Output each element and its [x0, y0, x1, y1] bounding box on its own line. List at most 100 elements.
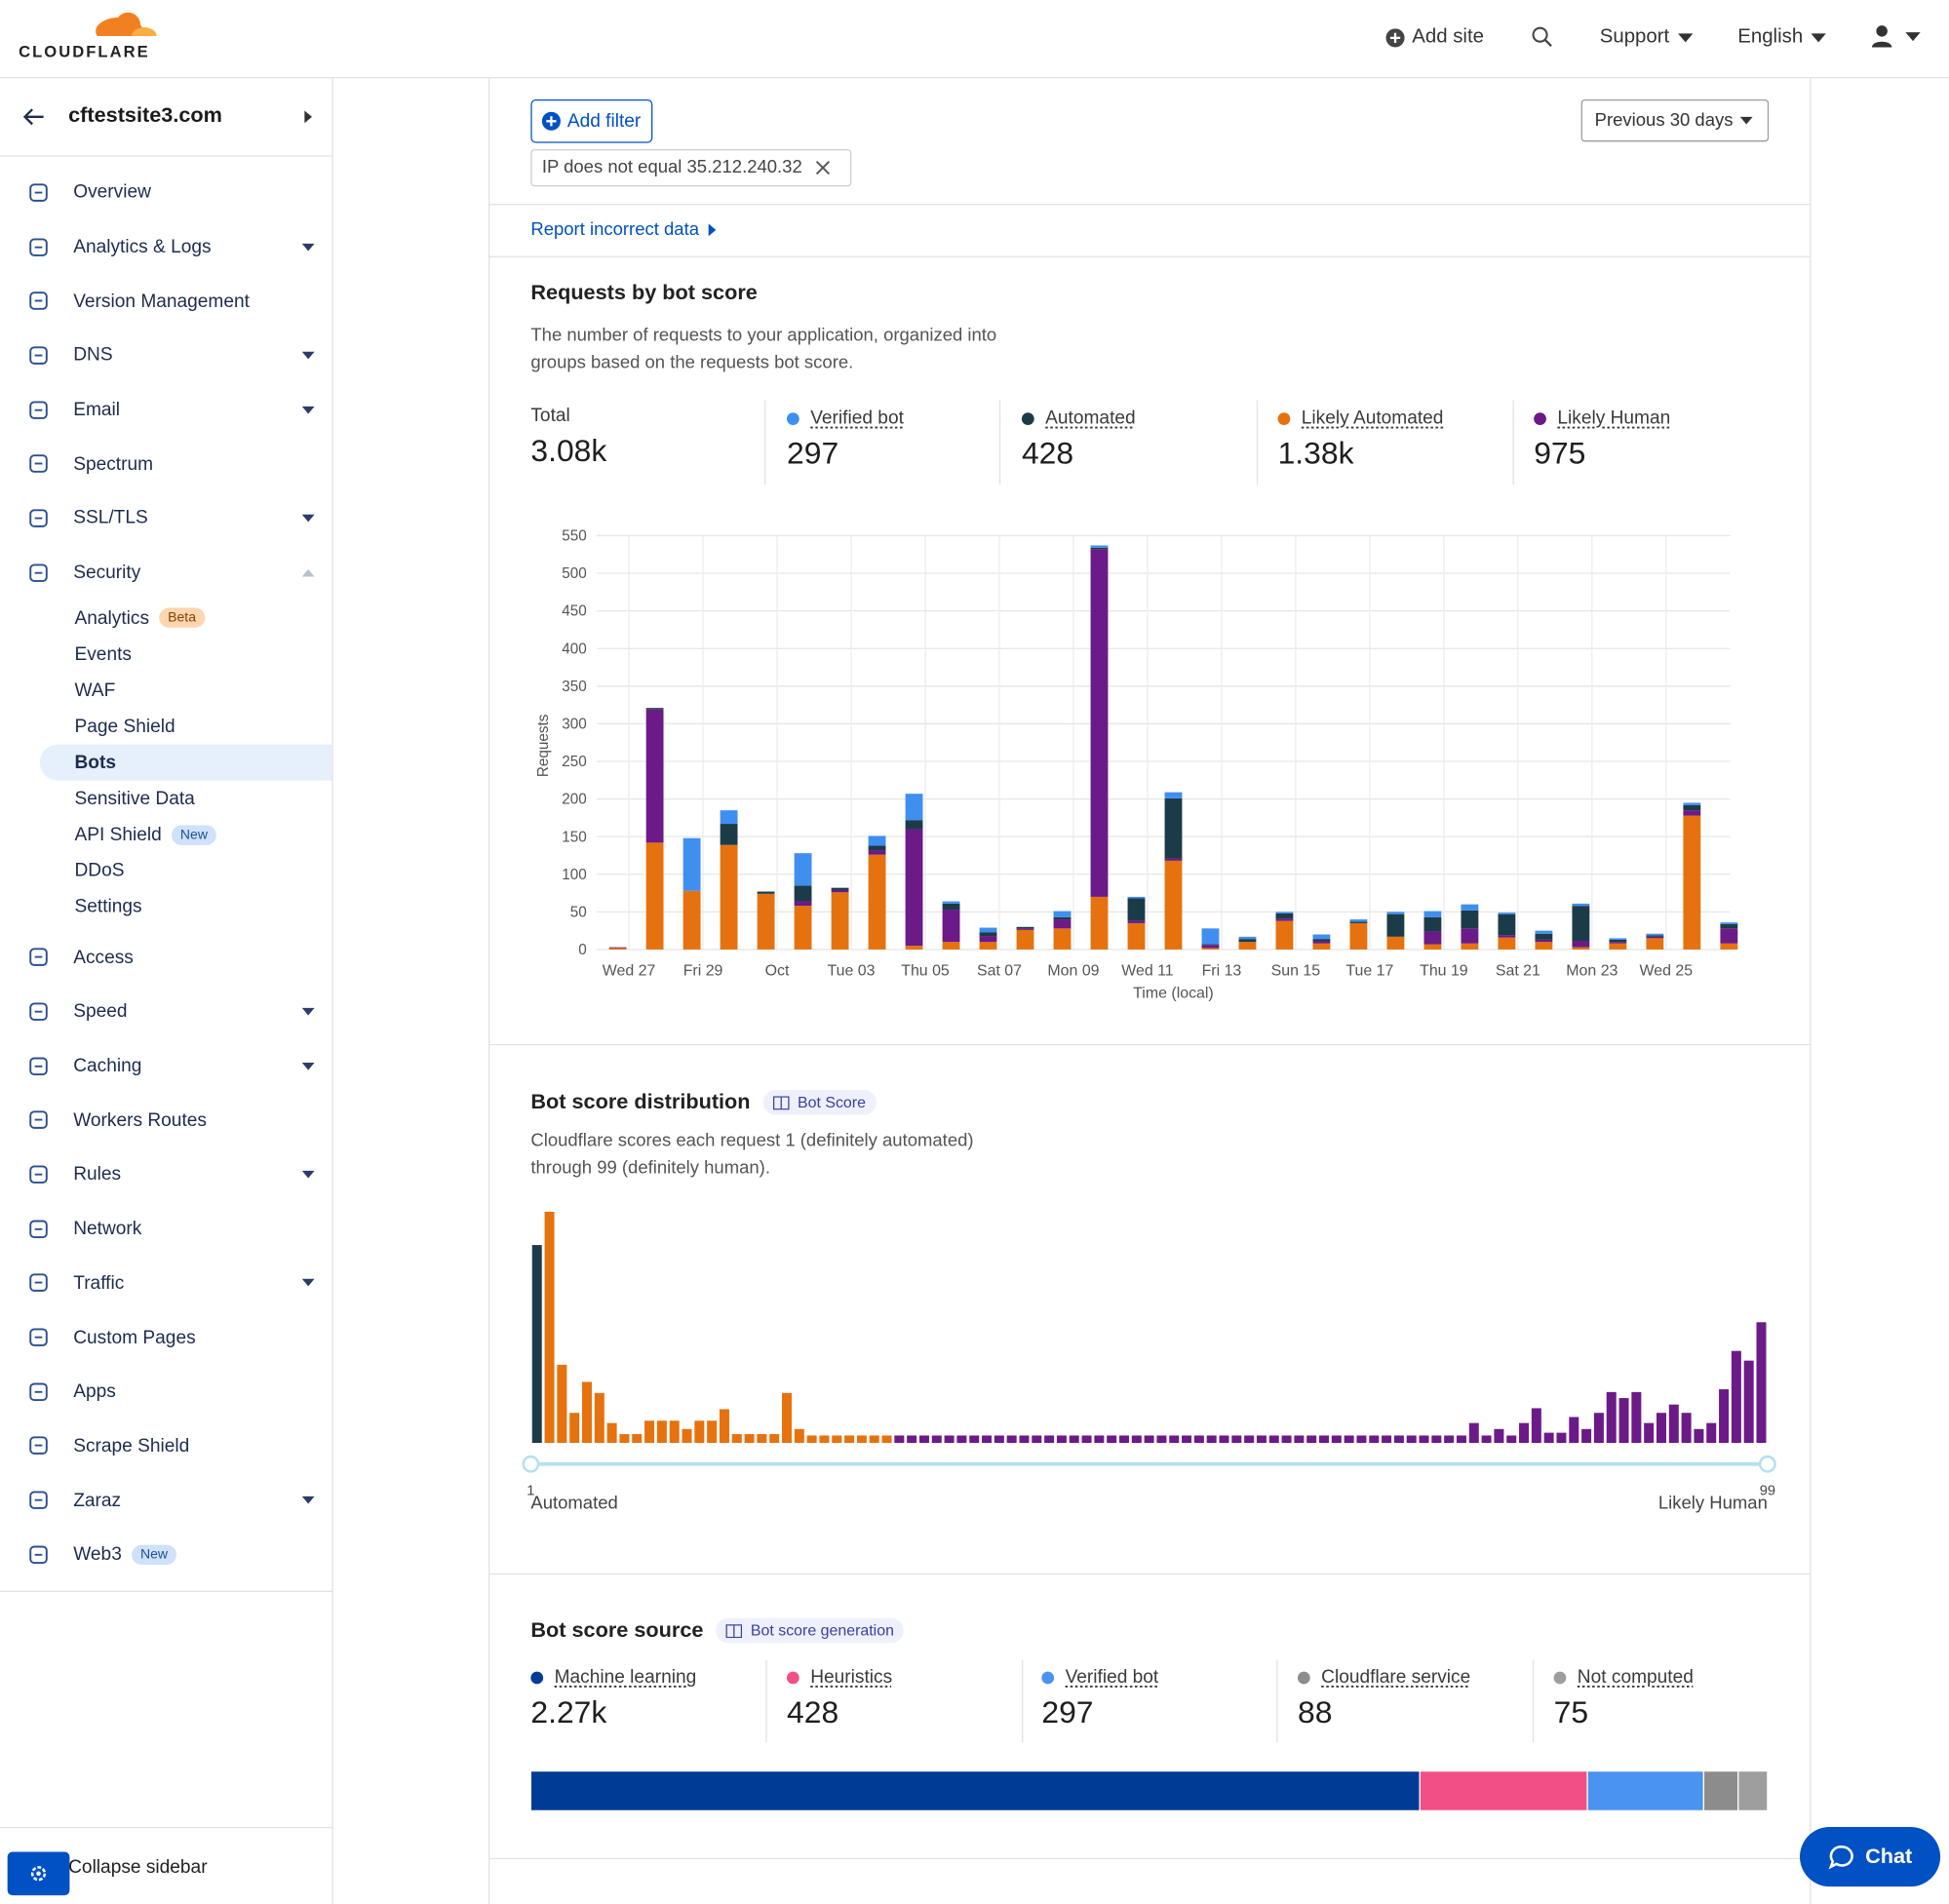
logo-text: CLOUDFLARE	[19, 42, 150, 61]
nav-item[interactable]: Spectrum	[0, 437, 331, 491]
nav-item[interactable]: Web3 New	[0, 1528, 331, 1582]
nav-sub-item[interactable]: Bots	[39, 744, 332, 781]
doc-badge[interactable]: Bot score generation	[716, 1617, 905, 1644]
add-filter-button[interactable]: Add filter	[530, 98, 653, 143]
nav-item[interactable]: Apps	[0, 1365, 331, 1419]
nav-icon	[29, 563, 48, 582]
nav-item[interactable]: DNS	[0, 329, 331, 383]
nav-label: Overview	[73, 181, 151, 204]
badge: New	[171, 824, 216, 845]
bar	[1331, 1435, 1342, 1444]
nav-item[interactable]: Overview	[0, 166, 331, 220]
collapse-label[interactable]: Collapse sidebar	[68, 1856, 208, 1879]
stat-label-row: Likely Human	[1534, 408, 1670, 429]
nav-label: Caching	[73, 1055, 142, 1077]
nav-item[interactable]: Caching	[0, 1038, 331, 1093]
bar-segment	[1737, 1769, 1769, 1812]
nav-label: Access	[73, 946, 134, 968]
site-row[interactable]: cftestsite3.com	[0, 77, 332, 157]
nav-item[interactable]: Custom Pages	[0, 1310, 331, 1365]
nav-sub-item[interactable]: Settings	[0, 889, 331, 925]
range-label: Likely Human	[1657, 1494, 1768, 1514]
bar	[794, 1428, 804, 1444]
time-range-select[interactable]: Previous 30 days	[1580, 98, 1770, 142]
bar	[982, 1435, 993, 1444]
bar	[1419, 1435, 1429, 1444]
bar-segment	[1349, 921, 1368, 923]
bar	[1531, 1408, 1541, 1444]
nav-item[interactable]: Workers Routes	[0, 1093, 331, 1147]
filter-chip[interactable]: IP does not equal 35.212.240.32	[530, 148, 852, 187]
nav-label: DNS	[73, 344, 113, 367]
nav-item[interactable]: Speed	[0, 985, 331, 1039]
nav-item[interactable]: Rules	[0, 1147, 331, 1202]
bar-segment	[1201, 944, 1220, 946]
y-tick-label: 200	[562, 792, 587, 808]
nav-item[interactable]: Version Management	[0, 274, 331, 329]
bar-segment	[1127, 898, 1146, 921]
nav-sub-item[interactable]: DDoS	[0, 853, 331, 889]
stat-label-row: Verified bot	[786, 408, 904, 429]
bar-segment	[608, 947, 627, 949]
search-icon[interactable]	[1532, 26, 1554, 49]
bar	[669, 1420, 680, 1444]
nav-item[interactable]: Email	[0, 382, 331, 437]
bar	[782, 1392, 793, 1444]
remove-filter[interactable]	[814, 159, 832, 176]
nav-icon	[29, 509, 48, 527]
y-tick-label: 300	[562, 716, 587, 732]
bar	[582, 1381, 592, 1444]
nav-item[interactable]: Access	[0, 930, 331, 985]
nav-item[interactable]: Scrape Shield	[0, 1418, 331, 1473]
bar	[1144, 1435, 1154, 1444]
nav-sub-item[interactable]: API Shield New	[0, 817, 331, 853]
x-tick-label: Sat 07	[977, 963, 1022, 980]
support-menu[interactable]: Support	[1600, 26, 1694, 49]
y-axis-label: Requests	[535, 714, 552, 777]
stat-value: 1.38k	[1277, 436, 1354, 472]
divider	[0, 1826, 332, 1829]
nav-item[interactable]: Traffic	[0, 1256, 331, 1310]
collapse-icon[interactable]	[7, 1851, 70, 1896]
nav-icon	[29, 1165, 48, 1184]
stat-label-row: Automated	[1021, 408, 1136, 429]
nav-label: Version Management	[73, 290, 250, 312]
nav-item[interactable]: Zaraz	[0, 1473, 331, 1528]
nav-item[interactable]: Analytics & Logs	[0, 219, 331, 274]
caret	[301, 1062, 315, 1070]
y-tick-label: 50	[570, 904, 587, 920]
language-menu[interactable]: English	[1737, 26, 1827, 49]
bar-segment	[1609, 938, 1627, 940]
bar	[1319, 1435, 1330, 1444]
nav-item[interactable]: Security	[0, 545, 331, 600]
nav-item[interactable]: SSL/TLS	[0, 491, 331, 546]
caret	[301, 514, 315, 523]
bar	[1593, 1413, 1604, 1444]
back-arrow[interactable]	[21, 107, 46, 127]
bar-segment	[1572, 941, 1590, 948]
nav-icon	[29, 237, 48, 256]
add-site[interactable]: Add site	[1385, 26, 1484, 49]
nav-item[interactable]: Network	[0, 1201, 331, 1256]
nav-label: SSL/TLS	[73, 507, 148, 529]
bar-segment	[1498, 913, 1516, 914]
nav-sub-item[interactable]: Analytics Beta	[0, 600, 331, 636]
x-tick-label: Wed 11	[1121, 963, 1174, 980]
bar-segment	[1164, 797, 1183, 859]
nav-sub-item[interactable]: Page Shield	[0, 708, 331, 744]
x-tick-label: Fri 13	[1202, 963, 1242, 980]
chat-icon	[1828, 1846, 1853, 1870]
bar	[1056, 1435, 1067, 1444]
nav-sub-item[interactable]: WAF	[0, 672, 331, 708]
doc-badge[interactable]: Bot Score	[762, 1089, 877, 1115]
user-menu[interactable]	[1871, 24, 1921, 48]
report-link[interactable]: Report incorrect data	[530, 220, 717, 240]
nav-icon	[29, 948, 48, 967]
nav-sub-item[interactable]: Events	[0, 636, 331, 672]
bar-segment	[794, 906, 812, 950]
chat-button[interactable]: Chat	[1800, 1826, 1941, 1887]
bar	[1032, 1435, 1042, 1444]
nav-sub-item[interactable]: Sensitive Data	[0, 781, 331, 817]
stat-label: Not computed	[1577, 1666, 1694, 1689]
